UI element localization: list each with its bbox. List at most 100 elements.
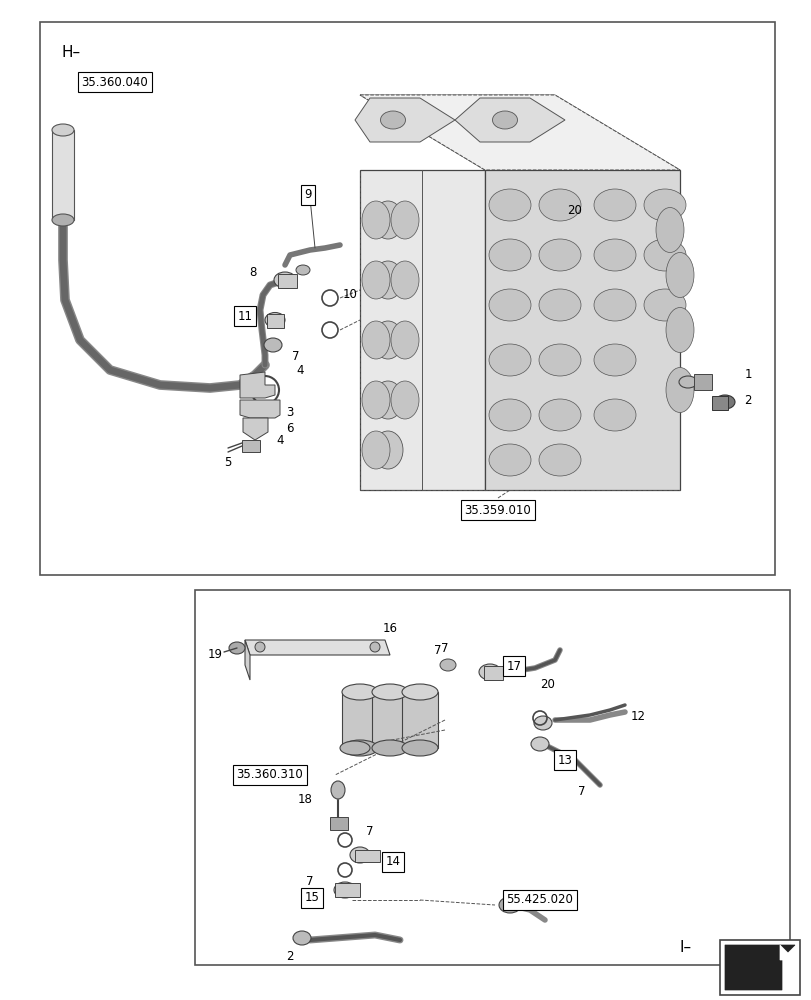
Bar (40, 22, 774, 575)
Ellipse shape (678, 376, 696, 388)
Text: 55.425.020: 55.425.020 (506, 893, 573, 906)
Text: 19: 19 (208, 648, 222, 662)
Bar (401, 692, 437, 748)
Ellipse shape (340, 741, 370, 755)
Text: 7: 7 (306, 876, 313, 888)
Ellipse shape (371, 740, 407, 756)
Polygon shape (240, 400, 280, 418)
Ellipse shape (264, 338, 281, 352)
Ellipse shape (380, 111, 405, 129)
Ellipse shape (714, 395, 734, 409)
Text: 7: 7 (292, 350, 299, 362)
Polygon shape (242, 418, 268, 440)
Text: 17: 17 (506, 660, 521, 672)
Polygon shape (724, 945, 794, 990)
Ellipse shape (665, 308, 693, 353)
Ellipse shape (488, 444, 530, 476)
Ellipse shape (372, 381, 402, 419)
Ellipse shape (391, 381, 418, 419)
Bar (711, 396, 727, 410)
Text: 2: 2 (744, 393, 751, 406)
Ellipse shape (362, 261, 389, 299)
Ellipse shape (350, 847, 370, 863)
Ellipse shape (488, 189, 530, 221)
Polygon shape (359, 95, 679, 170)
Ellipse shape (296, 265, 310, 275)
Text: 7: 7 (434, 644, 441, 656)
Polygon shape (454, 98, 564, 142)
Bar (371, 692, 407, 748)
Ellipse shape (655, 208, 683, 252)
Bar (483, 666, 502, 680)
Text: 18: 18 (297, 793, 312, 806)
Ellipse shape (539, 239, 581, 271)
Text: 35.360.310: 35.360.310 (236, 768, 303, 781)
Ellipse shape (372, 431, 402, 469)
Ellipse shape (539, 289, 581, 321)
Ellipse shape (341, 740, 378, 756)
Bar (277, 274, 297, 288)
Ellipse shape (52, 124, 74, 136)
Bar (354, 850, 380, 862)
Text: 2: 2 (286, 950, 294, 963)
Bar (341, 692, 378, 748)
Ellipse shape (594, 399, 635, 431)
Bar (693, 374, 711, 390)
Text: 20: 20 (567, 204, 581, 217)
Ellipse shape (341, 684, 378, 700)
Ellipse shape (594, 289, 635, 321)
Text: 4: 4 (296, 363, 303, 376)
Ellipse shape (488, 239, 530, 271)
Circle shape (255, 642, 264, 652)
Bar (267, 314, 284, 328)
Ellipse shape (362, 381, 389, 419)
Polygon shape (354, 98, 454, 142)
Ellipse shape (440, 659, 456, 671)
Circle shape (370, 642, 380, 652)
Bar (335, 883, 359, 897)
Polygon shape (359, 95, 679, 170)
Bar (52, 130, 74, 220)
Ellipse shape (665, 252, 693, 298)
Text: 35.359.010: 35.359.010 (464, 504, 530, 516)
Ellipse shape (333, 882, 355, 898)
Bar (329, 817, 348, 830)
Polygon shape (245, 640, 389, 655)
Ellipse shape (530, 737, 548, 751)
Ellipse shape (362, 431, 389, 469)
Ellipse shape (539, 189, 581, 221)
Ellipse shape (594, 239, 635, 271)
Text: H–: H– (62, 45, 81, 60)
Ellipse shape (371, 684, 407, 700)
Ellipse shape (594, 344, 635, 376)
Ellipse shape (539, 444, 581, 476)
Text: 9: 9 (304, 188, 311, 202)
Text: 6: 6 (286, 422, 294, 434)
Text: 12: 12 (629, 710, 645, 722)
Text: 4: 4 (276, 434, 283, 446)
Text: 7: 7 (577, 785, 585, 798)
Polygon shape (359, 170, 484, 490)
Ellipse shape (391, 201, 418, 239)
Ellipse shape (52, 214, 74, 226)
Ellipse shape (643, 189, 685, 221)
Polygon shape (245, 640, 250, 680)
Ellipse shape (331, 781, 345, 799)
Text: 16: 16 (382, 621, 397, 635)
Ellipse shape (372, 321, 402, 359)
Text: 13: 13 (557, 754, 572, 766)
Bar (195, 590, 789, 965)
Ellipse shape (488, 344, 530, 376)
Ellipse shape (488, 289, 530, 321)
Ellipse shape (643, 289, 685, 321)
Polygon shape (779, 945, 794, 960)
Ellipse shape (401, 740, 437, 756)
Ellipse shape (293, 931, 311, 945)
Text: I–: I– (679, 940, 691, 955)
Text: 8: 8 (249, 265, 256, 278)
Ellipse shape (362, 321, 389, 359)
Bar (242, 440, 260, 452)
Polygon shape (484, 170, 679, 490)
Ellipse shape (534, 716, 551, 730)
Ellipse shape (539, 344, 581, 376)
